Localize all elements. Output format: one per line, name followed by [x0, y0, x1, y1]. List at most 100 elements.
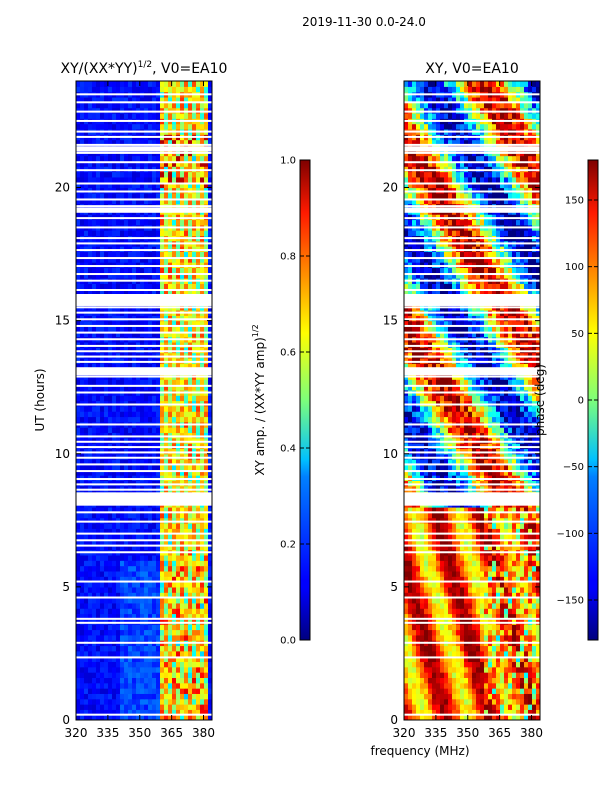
amplitude-cell: [184, 256, 189, 263]
phase-cell: [452, 698, 457, 705]
phase-cell: [416, 645, 421, 652]
amplitude-cell: [200, 320, 205, 327]
phase-cell: [480, 661, 485, 668]
phase-cell: [440, 688, 445, 694]
amplitude-cell: [192, 219, 197, 226]
amplitude-cell: [132, 214, 137, 221]
phase-cell: [528, 666, 533, 673]
amplitude-cell: [176, 517, 181, 524]
amplitude-cell: [160, 507, 165, 513]
amplitude-cell: [84, 709, 89, 716]
amplitude-cell: [112, 219, 117, 226]
phase-cell: [524, 682, 529, 689]
amplitude-cell: [180, 283, 185, 290]
amplitude-cell: [204, 704, 209, 710]
amplitude-cell: [192, 198, 197, 205]
amplitude-cell: [76, 432, 81, 439]
phase-cell: [424, 613, 429, 620]
phase-cell: [512, 714, 517, 720]
phase-cell: [460, 714, 465, 720]
amplitude-cell: [140, 554, 145, 561]
flagged-row: [76, 318, 212, 321]
amplitude-cell: [180, 480, 185, 487]
amplitude-colorbar-label-sup: 1/2: [251, 324, 260, 337]
amplitude-cell: [204, 677, 209, 684]
amplitude-cell: [148, 112, 153, 119]
phase-cell: [420, 634, 425, 641]
amplitude-cell: [152, 112, 157, 119]
amplitude-cell: [96, 634, 101, 641]
amplitude-cell: [80, 688, 85, 694]
phase-cell: [536, 645, 540, 652]
phase-cell: [452, 608, 457, 615]
amplitude-cell: [92, 554, 97, 561]
phase-cell: [448, 693, 453, 700]
amplitude-cell: [172, 586, 177, 593]
amplitude-cell: [168, 682, 173, 689]
phase-cell: [432, 672, 437, 678]
amplitude-cell: [208, 554, 212, 561]
amplitude-cell: [148, 709, 153, 716]
phase-cell: [532, 704, 537, 710]
phase-cell: [452, 714, 457, 720]
phase-cell: [504, 613, 509, 620]
amplitude-cell: [92, 187, 97, 194]
phase-cell: [500, 597, 505, 604]
amplitude-cell: [140, 416, 145, 423]
amplitude-cell: [128, 363, 133, 370]
amplitude-cell: [176, 437, 181, 444]
amplitude-cell: [120, 618, 125, 625]
phase-cell: [416, 704, 421, 710]
amplitude-cell: [124, 411, 129, 418]
flagged-row: [76, 511, 212, 514]
amplitude-cell: [156, 602, 161, 609]
amplitude-cell: [200, 565, 205, 572]
amplitude-cell: [204, 214, 209, 221]
amplitude-cell: [84, 363, 89, 370]
amplitude-cell: [128, 357, 133, 364]
amplitude-cell: [156, 283, 161, 290]
amplitude-cell: [108, 581, 113, 588]
amplitude-cell: [100, 155, 105, 162]
phase-cell: [464, 714, 469, 720]
amplitude-cell: [120, 634, 125, 641]
amplitude-cell: [152, 666, 157, 673]
amplitude-cell: [164, 432, 169, 439]
amplitude-cell: [80, 533, 85, 540]
amplitude-cell: [144, 581, 149, 588]
amplitude-cell: [184, 560, 189, 567]
amplitude-cell: [84, 384, 89, 391]
amplitude-cell: [76, 629, 81, 636]
amplitude-cell: [84, 267, 89, 274]
amplitude-cell: [116, 682, 121, 689]
amplitude-cell: [148, 560, 153, 567]
amplitude-cell: [200, 453, 205, 460]
amplitude-cell: [152, 86, 157, 93]
amplitude-cell: [76, 645, 81, 652]
amplitude-cell: [208, 459, 212, 465]
amplitude-cell: [128, 405, 133, 412]
amplitude-cell: [152, 357, 157, 364]
amplitude-cell: [132, 538, 137, 545]
amplitude-cell: [116, 432, 121, 439]
amplitude-cell: [208, 400, 212, 407]
amplitude-cell: [176, 267, 181, 274]
amplitude-cell: [160, 219, 165, 226]
amplitude-cell: [124, 427, 129, 434]
amplitude-cell: [88, 262, 93, 268]
flagged-row: [76, 182, 212, 185]
amplitude-cell: [128, 507, 133, 513]
amplitude-cell: [104, 618, 109, 625]
amplitude-cell: [112, 411, 117, 418]
phase-cell: [476, 677, 481, 684]
amplitude-cell: [164, 288, 169, 295]
phase-cell: [528, 704, 533, 710]
amplitude-cell: [116, 96, 121, 103]
amplitude-cell: [192, 538, 197, 545]
amplitude-cell: [124, 469, 129, 476]
amplitude-cell: [196, 331, 201, 338]
amplitude-cell: [132, 459, 137, 465]
phase-cell: [480, 613, 485, 620]
phase-cell: [528, 645, 533, 652]
amplitude-cell: [84, 538, 89, 545]
